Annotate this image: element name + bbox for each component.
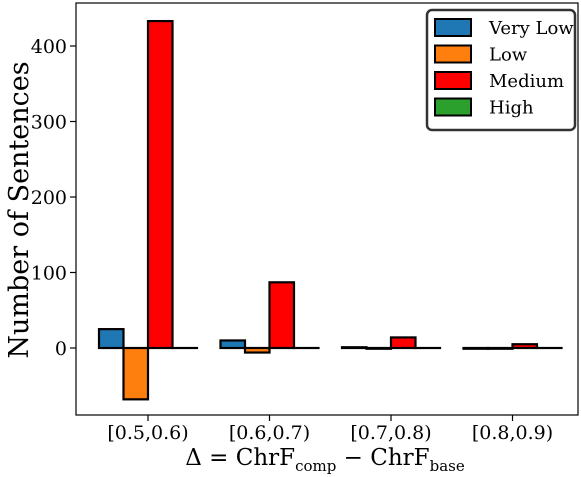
x-label-sub-base: base — [430, 457, 465, 475]
y-tick-label: 100 — [31, 263, 67, 285]
bar — [340, 346, 368, 350]
y-tick-label: 200 — [31, 187, 67, 209]
legend-label: Very Low — [488, 18, 574, 39]
x-axis: [0.5,0.6) [0.6,0.7) [0.7,0.8) [0.8,0.9) — [107, 415, 553, 444]
bar — [486, 346, 514, 350]
bar — [97, 328, 125, 350]
legend-swatch — [434, 71, 472, 90]
bar — [511, 343, 539, 350]
x-tick-label: [0.6,0.7) — [229, 422, 310, 444]
x-label-sub-comp: comp — [295, 457, 336, 475]
bar — [365, 346, 393, 350]
bar — [268, 281, 296, 350]
x-tick-label: [0.8,0.9) — [472, 422, 553, 444]
plot-area — [75, 2, 579, 416]
bar — [389, 336, 417, 350]
legend-label: High — [489, 98, 534, 119]
x-label-prefix: Δ = ChrF — [185, 445, 295, 471]
bar — [462, 346, 490, 350]
legend-swatch — [434, 97, 472, 117]
y-axis: 0 100 200 300 400 — [31, 36, 76, 360]
bar — [219, 339, 247, 350]
legend-swatch — [434, 18, 472, 37]
x-tick-label: [0.7,0.8) — [350, 422, 431, 444]
y-tick-label: 0 — [55, 338, 67, 360]
x-tick-label: [0.5,0.6) — [107, 422, 188, 444]
legend: Very Low Low Medium High — [425, 8, 577, 132]
plot-frame — [75, 2, 579, 416]
legend-label: Medium — [489, 71, 564, 92]
legend-label: Low — [489, 45, 528, 66]
y-tick-label: 400 — [31, 36, 67, 58]
bar — [146, 19, 174, 350]
x-axis-label: Δ = ChrFcomp − ChrFbase — [185, 445, 465, 475]
bar — [243, 346, 271, 354]
legend-swatch — [434, 44, 472, 64]
bar — [122, 346, 150, 401]
y-tick-label: 300 — [31, 112, 67, 134]
y-axis-label: Number of Sentences — [4, 61, 35, 358]
x-label-mid: − ChrF — [336, 445, 429, 471]
